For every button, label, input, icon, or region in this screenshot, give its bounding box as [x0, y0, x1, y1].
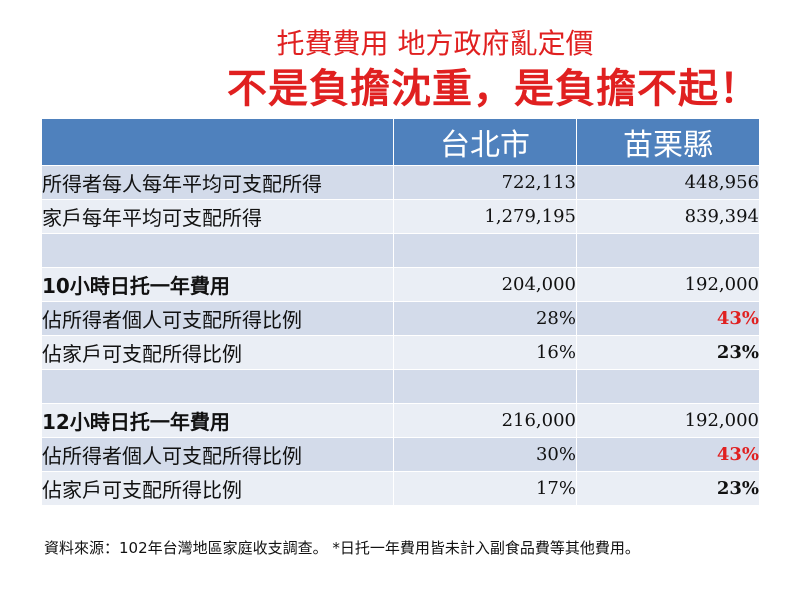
- taipei-value: 722,113: [393, 165, 577, 200]
- row-label: 佔所得者個人可支配所得比例: [41, 437, 394, 472]
- table-header-row: 台北市 苗栗縣: [41, 118, 760, 166]
- table-row: 12小時日托一年費用 216,000 192,000: [41, 403, 760, 438]
- taipei-value: 216,000: [393, 403, 577, 438]
- table-row: 佔所得者個人可支配所得比例 30% 43%: [41, 437, 760, 472]
- miaoli-value: [576, 233, 760, 268]
- miaoli-value: 839,394: [576, 199, 760, 234]
- table-row: 所得者每人每年平均可支配所得 722,113 448,956: [41, 165, 760, 200]
- table-row: 家戶每年平均可支配所得 1,279,195 839,394: [41, 199, 760, 234]
- row-label: 佔家戶可支配所得比例: [41, 471, 394, 506]
- taipei-value: 1,279,195: [393, 199, 577, 234]
- taipei-value: 204,000: [393, 267, 577, 302]
- row-label: 佔所得者個人可支配所得比例: [41, 301, 394, 336]
- miaoli-value-highlight: 43%: [576, 301, 760, 336]
- table-spacer-row: [41, 233, 760, 268]
- miaoli-value: 192,000: [576, 267, 760, 302]
- row-label: 10小時日托一年費用: [41, 267, 394, 302]
- row-label: [41, 369, 394, 404]
- taipei-value: 16%: [393, 335, 577, 370]
- title-line-1: 托費費用 地方政府亂定價: [276, 27, 594, 60]
- row-label: 12小時日托一年費用: [41, 403, 394, 438]
- source-footnote: 資料來源：102年台灣地區家庭收支調查。 *日托一年費用皆未計入副食品費等其他費…: [44, 539, 640, 557]
- row-label: 所得者每人每年平均可支配所得: [41, 165, 394, 200]
- row-label: 佔家戶可支配所得比例: [41, 335, 394, 370]
- taipei-value: [393, 369, 577, 404]
- table-row: 佔家戶可支配所得比例 17% 23%: [41, 471, 760, 506]
- table-spacer-row: [41, 369, 760, 404]
- table-row: 10小時日托一年費用 204,000 192,000: [41, 267, 760, 302]
- miaoli-value-highlight: 43%: [576, 437, 760, 472]
- row-label: 家戶每年平均可支配所得: [41, 199, 394, 234]
- title-line-2: 不是負擔沈重，是負擔不起！: [227, 66, 760, 112]
- taipei-value: 17%: [393, 471, 577, 506]
- comparison-table: 台北市 苗栗縣 所得者每人每年平均可支配所得 722,113 448,956 家…: [41, 118, 760, 506]
- miaoli-value: 448,956: [576, 165, 760, 200]
- taipei-value: 28%: [393, 301, 577, 336]
- miaoli-value-bold: 23%: [576, 471, 760, 506]
- taipei-value: [393, 233, 577, 268]
- miaoli-value: 192,000: [576, 403, 760, 438]
- header-taipei: 台北市: [393, 118, 577, 166]
- header-blank-cell: [41, 118, 394, 166]
- row-label: [41, 233, 394, 268]
- miaoli-value: [576, 369, 760, 404]
- miaoli-value-bold: 23%: [576, 335, 760, 370]
- table-row: 佔家戶可支配所得比例 16% 23%: [41, 335, 760, 370]
- header-miaoli: 苗栗縣: [576, 118, 760, 166]
- taipei-value: 30%: [393, 437, 577, 472]
- table-row: 佔所得者個人可支配所得比例 28% 43%: [41, 301, 760, 336]
